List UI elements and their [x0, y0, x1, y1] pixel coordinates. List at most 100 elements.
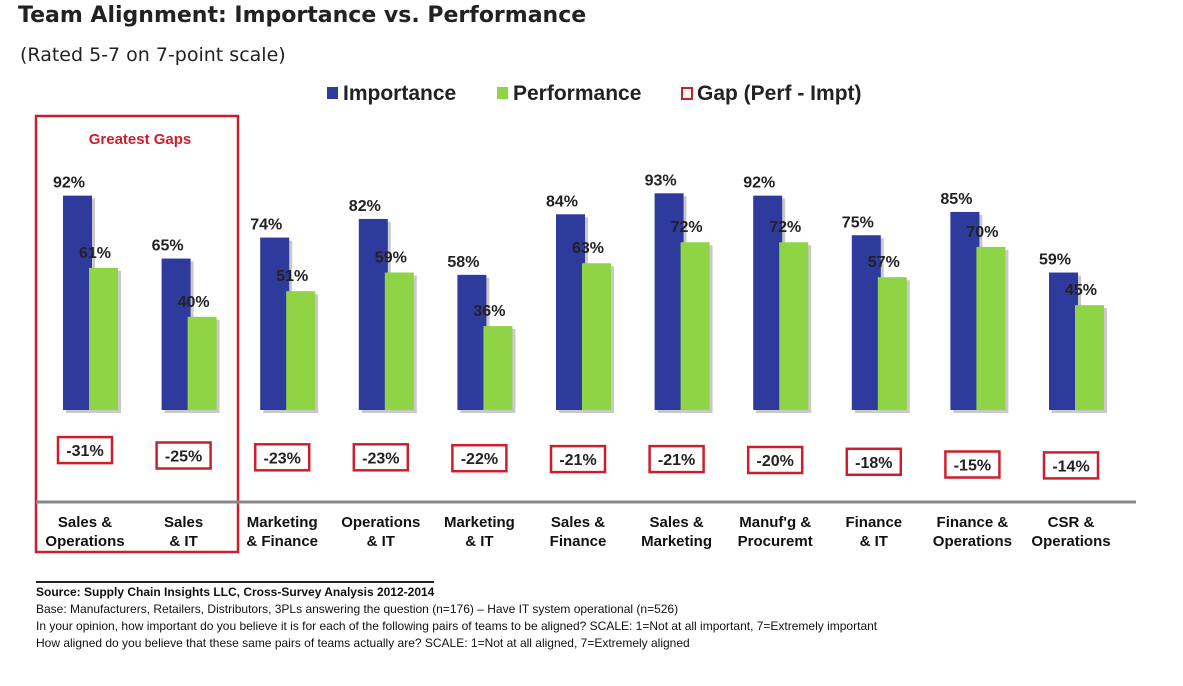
gap-box: [155, 441, 212, 470]
category-label: Finance: [550, 533, 607, 550]
performance-bar: [779, 242, 809, 410]
greatest-gaps-label: Greatest Gaps: [89, 131, 192, 148]
importance-value-label: 92%: [53, 175, 85, 192]
performance-bar: [976, 246, 1006, 410]
performance-value-label: 36%: [473, 303, 505, 320]
importance-value-label: 65%: [152, 238, 184, 255]
page-subtitle: (Rated 5-7 on 7-point scale): [20, 44, 286, 66]
importance-bar: [260, 237, 290, 410]
importance-bar: [851, 235, 881, 410]
importance-bar: [654, 193, 684, 410]
importance-bar: [358, 218, 388, 410]
importance-bar: [556, 214, 585, 410]
gap-box: [253, 443, 311, 472]
legend-performance-label: Performance: [513, 82, 641, 105]
performance-value-label: 72%: [671, 219, 703, 236]
importance-value-label: 85%: [940, 191, 972, 208]
performance-value-label: 51%: [276, 268, 308, 285]
category-label: Operations: [45, 533, 124, 550]
performance-value-label: 57%: [868, 254, 900, 271]
performance-bar: [187, 316, 217, 410]
gap-box: [746, 445, 804, 475]
performance-value-label: 70%: [966, 224, 998, 241]
performance-value-label: 72%: [769, 219, 801, 236]
legend-importance-label: Importance: [343, 82, 456, 105]
category-label: & IT: [860, 533, 888, 550]
importance-bar: [1049, 272, 1078, 410]
performance-bar: [877, 277, 907, 410]
category-label: Sales: [164, 514, 203, 531]
importance-value-label: 93%: [645, 172, 677, 189]
gap-value-label: -22%: [461, 451, 498, 468]
page-title: Team Alignment: Importance vs. Performan…: [18, 3, 587, 28]
importance-bar: [161, 258, 191, 410]
gap-box: [549, 444, 607, 474]
source-title: Source: Supply Chain Insights LLC, Cross…: [36, 581, 435, 601]
category-label: Operations: [933, 533, 1012, 550]
category-label: Marketing: [444, 514, 515, 531]
performance-bar: [582, 263, 611, 410]
performance-bar: [286, 291, 316, 410]
gap-value-label: -14%: [1052, 458, 1089, 475]
gap-box: [451, 443, 508, 473]
legend-performance-swatch: [497, 87, 508, 99]
importance-bar: [950, 211, 980, 410]
performance-bar: [384, 272, 414, 410]
importance-value-label: 82%: [349, 198, 381, 215]
performance-bar: [680, 242, 710, 410]
performance-value-label: 63%: [572, 240, 604, 257]
performance-value-label: 45%: [1065, 282, 1097, 299]
category-label: Marketing: [247, 514, 318, 531]
source-note: Source: Supply Chain Insights LLC, Cross…: [36, 581, 877, 652]
performance-value-label: 40%: [178, 294, 210, 311]
gap-box: [56, 435, 114, 465]
gap-value-label: -25%: [165, 449, 202, 466]
importance-value-label: 58%: [447, 254, 479, 271]
gap-value-label: -31%: [66, 443, 103, 460]
greatest-gaps-box: [34, 114, 240, 554]
importance-performance-chart: Importance Performance Gap (Perf - Impt) Gr…: [34, 82, 1136, 554]
gap-value-label: -23%: [362, 450, 399, 467]
source-line: In your opinion, how important do you be…: [36, 619, 878, 633]
importance-bar: [753, 195, 783, 410]
gap-value-label: -21%: [658, 452, 695, 469]
gap-box: [1042, 451, 1100, 480]
category-label: Procuremt: [738, 533, 813, 550]
importance-value-label: 84%: [546, 193, 578, 210]
performance-value-label: 61%: [79, 245, 111, 262]
importance-value-label: 74%: [250, 217, 282, 234]
source-line: How aligned do you believe that these sa…: [36, 636, 690, 650]
gap-box: [845, 447, 903, 477]
importance-value-label: 92%: [743, 175, 775, 192]
category-label: Marketing: [641, 533, 712, 550]
legend-importance-swatch: [327, 87, 338, 99]
gap-box: [352, 443, 410, 472]
category-label: Sales &: [649, 514, 703, 531]
gap-box: [944, 450, 1001, 479]
importance-value-label: 59%: [1039, 252, 1071, 269]
category-label: Operations: [1031, 533, 1110, 550]
category-label: Sales &: [58, 514, 112, 531]
legend-gap-label: Gap (Perf - Impt): [697, 82, 862, 105]
category-label: Finance: [845, 514, 902, 531]
importance-bar: [457, 274, 487, 410]
legend-gap-swatch: [681, 87, 693, 100]
category-label: & IT: [169, 533, 197, 550]
source-line: Base: Manufacturers, Retailers, Distribu…: [36, 602, 679, 616]
importance-bar: [63, 195, 92, 410]
gap-value-label: -20%: [757, 453, 794, 470]
category-label: Manuf'g &: [739, 514, 811, 531]
gap-value-label: -21%: [559, 452, 596, 469]
gap-value-label: -23%: [264, 450, 301, 467]
importance-value-label: 75%: [842, 214, 874, 231]
category-label: & Finance: [246, 533, 318, 550]
performance-bar: [89, 267, 118, 410]
category-label: CSR &: [1048, 514, 1095, 531]
gap-box: [648, 444, 705, 474]
performance-bar: [1075, 305, 1104, 410]
category-label: Finance &: [937, 514, 1009, 531]
gap-value-label: -15%: [954, 458, 991, 475]
category-label: & IT: [465, 533, 493, 550]
gap-value-label: -18%: [855, 455, 892, 472]
category-label: Sales &: [551, 514, 605, 531]
